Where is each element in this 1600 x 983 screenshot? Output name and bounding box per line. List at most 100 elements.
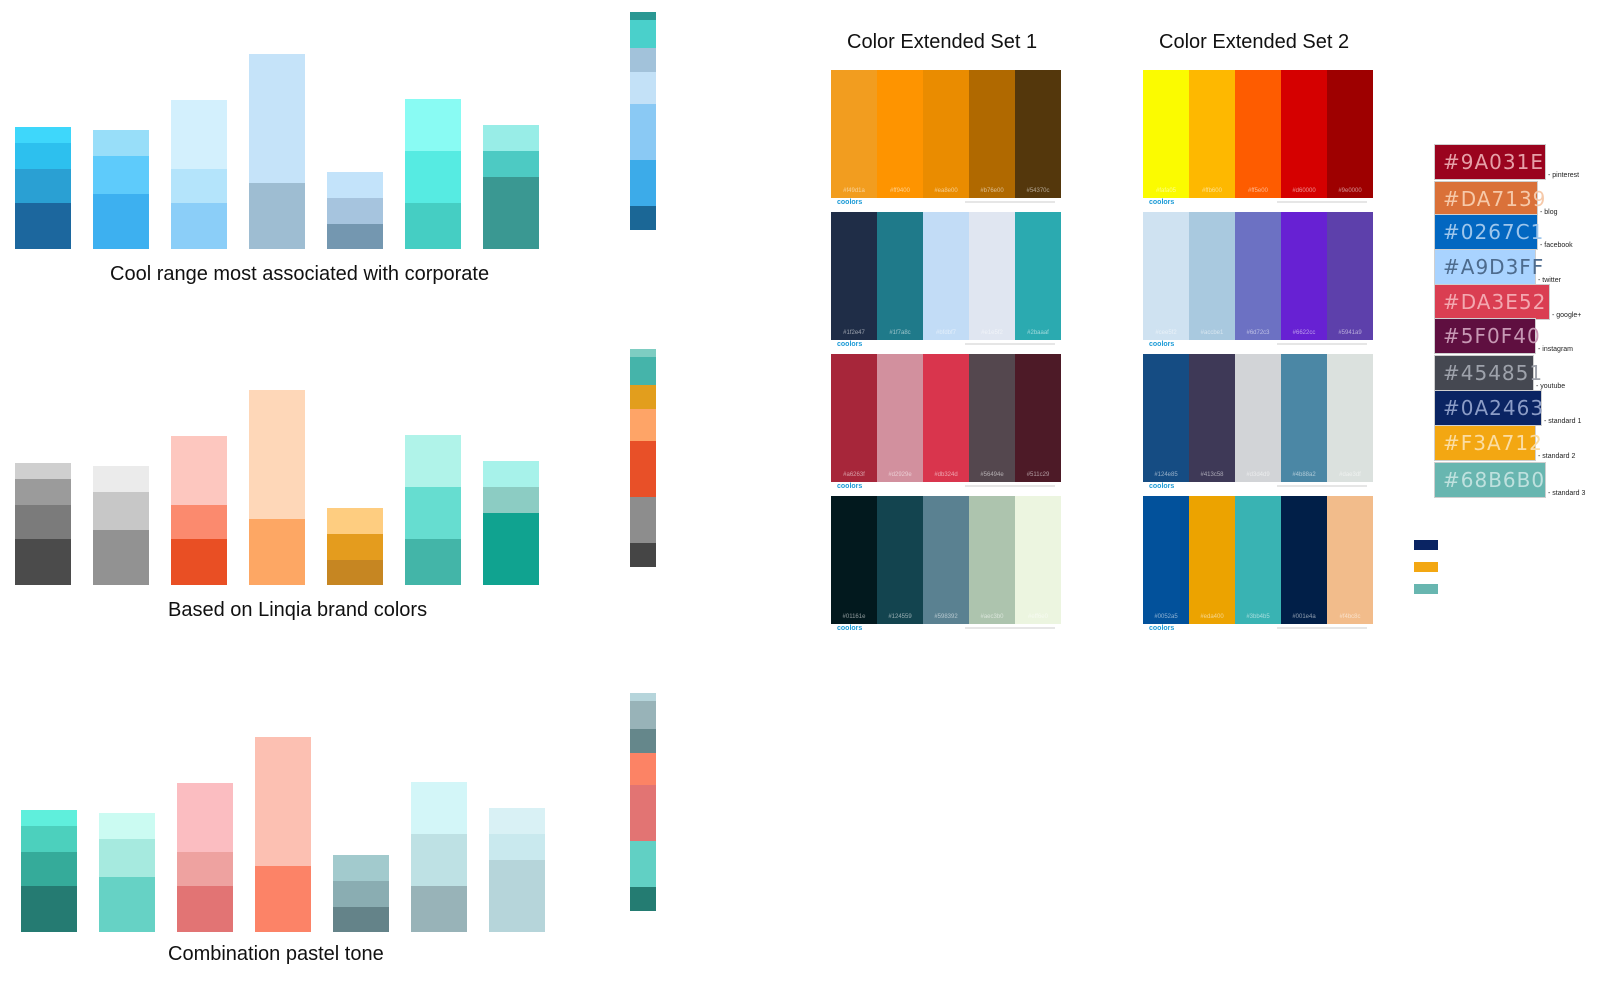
palette-swatch: #2baaaf [1015,212,1061,340]
palette-link-line [965,343,1055,345]
palette-swatch: #1f2e47 [831,212,877,340]
palette-colors: #fafa05 #ffb600 #ff5e00 #d60000 #9e0000 [1143,70,1373,198]
palette-link-line [965,627,1055,629]
swatch-hex: #accbe1 [1200,330,1224,336]
hex-swatch: #F3A712 [1434,425,1542,461]
palette-swatch: #4b88a2 [1281,354,1327,482]
color-bar [15,463,71,585]
palette-swatch: #e1e5f2 [969,212,1015,340]
palette-swatch: #dae3df [1327,354,1373,482]
color-segment [15,127,71,143]
swatch-hex: #598392 [934,614,958,620]
coolors-logo: coolors [837,199,863,206]
strip-segment [630,20,656,48]
color-segment [249,183,305,249]
coolors-logo: coolors [837,625,863,632]
color-segment [93,156,149,194]
swatch-hex: #ff9400 [890,188,910,194]
color-bar [93,466,149,585]
color-segment [171,436,227,505]
swatch-label: - youtube [1536,383,1566,390]
strip-segment [630,441,656,497]
color-segment [405,539,461,585]
hex-swatch: #DA7139 [1434,181,1545,217]
palette-swatch: #db324d [923,354,969,482]
strip-segment [630,887,656,911]
color-segment [483,461,539,487]
strip-segment [630,349,656,357]
palette-colors: #a6263f #d2929e #db324d #56494e #511c29 [831,354,1061,482]
color-segment [15,203,71,249]
swatch-hex: #a6263f [843,472,865,478]
swatch-hex: #9e0000 [1338,188,1362,194]
palette-swatch: #ea8e00 [923,70,969,198]
palette-colors: #cee5f2 #accbe1 #6d72c3 #6622cc #5941a9 [1143,212,1373,340]
palette-colors: #124e85 #413c58 #d3d4d9 #4b88a2 #dae3df [1143,354,1373,482]
palette-link-line [965,485,1055,487]
swatch-hex: #124559 [888,614,912,620]
set-title: Color Extended Set 2 [1159,31,1350,53]
coolors-palette: #1f2e47 #1f7a8c #bfdbf7 #e1e5f2 #2baaaf coolo… [831,212,1061,352]
palette-swatch: #0052a5 [1143,496,1189,624]
color-bar [99,813,155,932]
swatch-hex: #eff6e0 [1028,614,1048,620]
strip-segment [630,160,656,206]
color-segment [483,177,539,249]
color-segment [327,508,383,534]
palette-swatch: #3bb4b5 [1235,496,1281,624]
color-segment [93,530,149,585]
color-segment [327,198,383,224]
palette-swatch: #fafa05 [1143,70,1189,198]
palette-colors: #f49d1a #ff9400 #ea8e00 #b76e00 #54370c [831,70,1061,198]
color-segment [21,886,77,932]
palette-swatch: #ff5e00 [1235,70,1281,198]
color-bar [483,125,539,249]
swatch-hex: #1f2e47 [843,330,865,336]
color-segment [21,852,77,886]
palette-swatch: #9e0000 [1327,70,1373,198]
color-segment [489,834,545,860]
color-segment [333,907,389,932]
swatch-label: - google+ [1552,312,1582,319]
swatch-hex: #6622cc [1292,330,1316,336]
color-segment [177,783,233,852]
color-bar [177,783,233,932]
swatch-hex: #f49d1a [843,188,865,194]
swatch-hex: #6d72c3 [1246,330,1270,336]
swatch-hex: #cee5f2 [1155,330,1177,336]
color-segment [171,169,227,203]
color-bar [483,461,539,585]
hex-code: #0267C1 [1443,220,1545,244]
color-segment [15,539,71,585]
hex-code: #68B6B0 [1443,468,1546,492]
color-segment [327,534,383,560]
palette-swatch: #598392 [923,496,969,624]
coolors-palette: #a6263f #d2929e #db324d #56494e #511c29 coolo… [831,354,1061,494]
swatch-hex: #124e85 [1154,472,1178,478]
swatch-hex: #e1e5f2 [981,330,1003,336]
color-bar [249,390,305,585]
color-segment [255,866,311,932]
palette-swatch: #b76e00 [969,70,1015,198]
color-bar [405,435,461,585]
color-segment [483,125,539,151]
color-segment [405,203,461,249]
hex-swatch: #68B6B0 [1434,462,1546,498]
color-segment [411,782,467,834]
coolors-palette: #cee5f2 #accbe1 #6d72c3 #6622cc #5941a9 coolo… [1143,212,1373,352]
strip-segment [630,409,656,441]
swatch-hex: #aec3b0 [980,614,1004,620]
coolors-logo: coolors [1149,199,1175,206]
color-bar [411,782,467,932]
hex-code: #A9D3FF [1443,255,1545,279]
swatch-hex: #f4bc8c [1339,614,1361,620]
color-bar [93,130,149,249]
palette-swatch: #01161e [831,496,877,624]
swatch-hex: #db324d [934,472,958,478]
strip-segment [630,693,656,701]
hex-code: #454851 [1443,361,1544,385]
palette-swatch: #124559 [877,496,923,624]
palette-swatch: #d3d4d9 [1235,354,1281,482]
hex-swatch: #9A031E [1434,144,1546,180]
hex-swatch: #5F0F40 [1434,318,1540,354]
